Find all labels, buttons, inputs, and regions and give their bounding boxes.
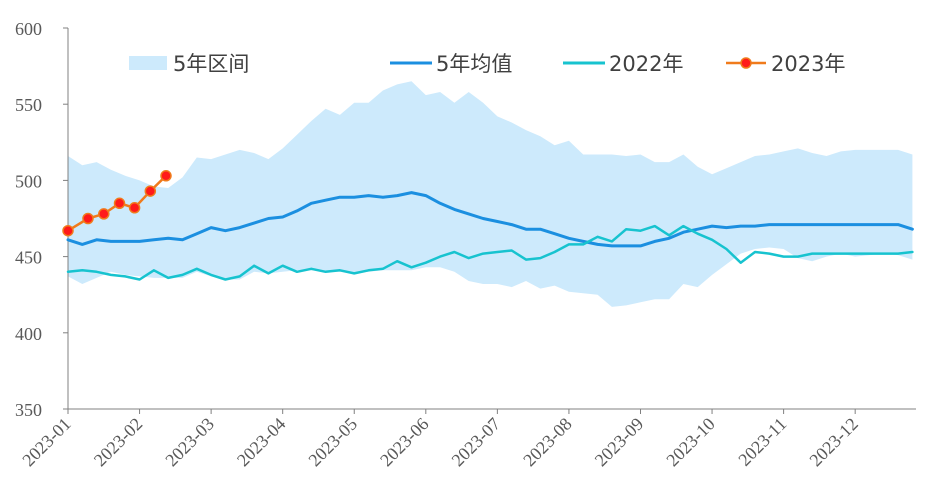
legend-item-band: 5年区间 xyxy=(129,52,249,76)
y-tick-label: 600 xyxy=(15,19,42,39)
point-2023 xyxy=(82,212,94,225)
point-2023 xyxy=(113,197,126,210)
x-tick-label: 2023-08 xyxy=(519,414,576,471)
legend-item-2023: 2023年 xyxy=(726,52,845,76)
point-2023 xyxy=(62,224,74,237)
x-tick-label: 2023-05 xyxy=(305,414,362,471)
x-tick-label: 2023-01 xyxy=(18,414,75,471)
x-tick-label: 2023-10 xyxy=(662,414,719,471)
x-tick-label: 2023-12 xyxy=(805,414,862,471)
five-year-range-band xyxy=(68,81,913,307)
legend-label-2023: 2023年 xyxy=(771,52,845,76)
legend-item-avg: 5年均值 xyxy=(390,52,512,76)
point-2023 xyxy=(160,170,172,182)
legend: 5年区间 5年均值 2022年 2023年 xyxy=(129,52,845,76)
x-tick-label: 2023-04 xyxy=(233,414,290,471)
y-tick-label: 500 xyxy=(15,171,42,191)
series-lines xyxy=(62,170,914,281)
y-tick-label: 550 xyxy=(15,95,42,115)
y-tick-label: 350 xyxy=(15,400,42,420)
band-area xyxy=(68,81,913,307)
x-tick-label: 2023-06 xyxy=(376,414,433,471)
point-2023 xyxy=(144,185,157,197)
avg-line xyxy=(66,191,914,248)
line-2022 xyxy=(66,224,914,281)
legend-label-band: 5年区间 xyxy=(173,52,249,76)
point-2023 xyxy=(128,202,141,214)
legend-marker-2023 xyxy=(740,57,752,69)
x-tick-label: 2023-03 xyxy=(161,414,218,471)
legend-item-2022: 2022年 xyxy=(563,52,683,76)
legend-label-2022: 2022年 xyxy=(609,52,683,76)
x-tick-label: 2023-11 xyxy=(734,414,790,470)
legend-swatch-band xyxy=(129,56,167,70)
y-tick-label: 450 xyxy=(15,248,42,268)
axes xyxy=(63,27,916,414)
x-tick-label: 2023-09 xyxy=(591,414,648,471)
legend-label-avg: 5年均值 xyxy=(436,52,512,76)
x-tick-label: 2023-07 xyxy=(448,414,505,471)
x-tick-label: 2023-02 xyxy=(90,414,147,471)
y-tick-label: 400 xyxy=(15,324,42,344)
point-2023 xyxy=(98,208,110,220)
